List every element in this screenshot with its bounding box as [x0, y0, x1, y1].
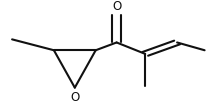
Text: O: O	[112, 0, 121, 13]
Text: O: O	[70, 92, 79, 104]
